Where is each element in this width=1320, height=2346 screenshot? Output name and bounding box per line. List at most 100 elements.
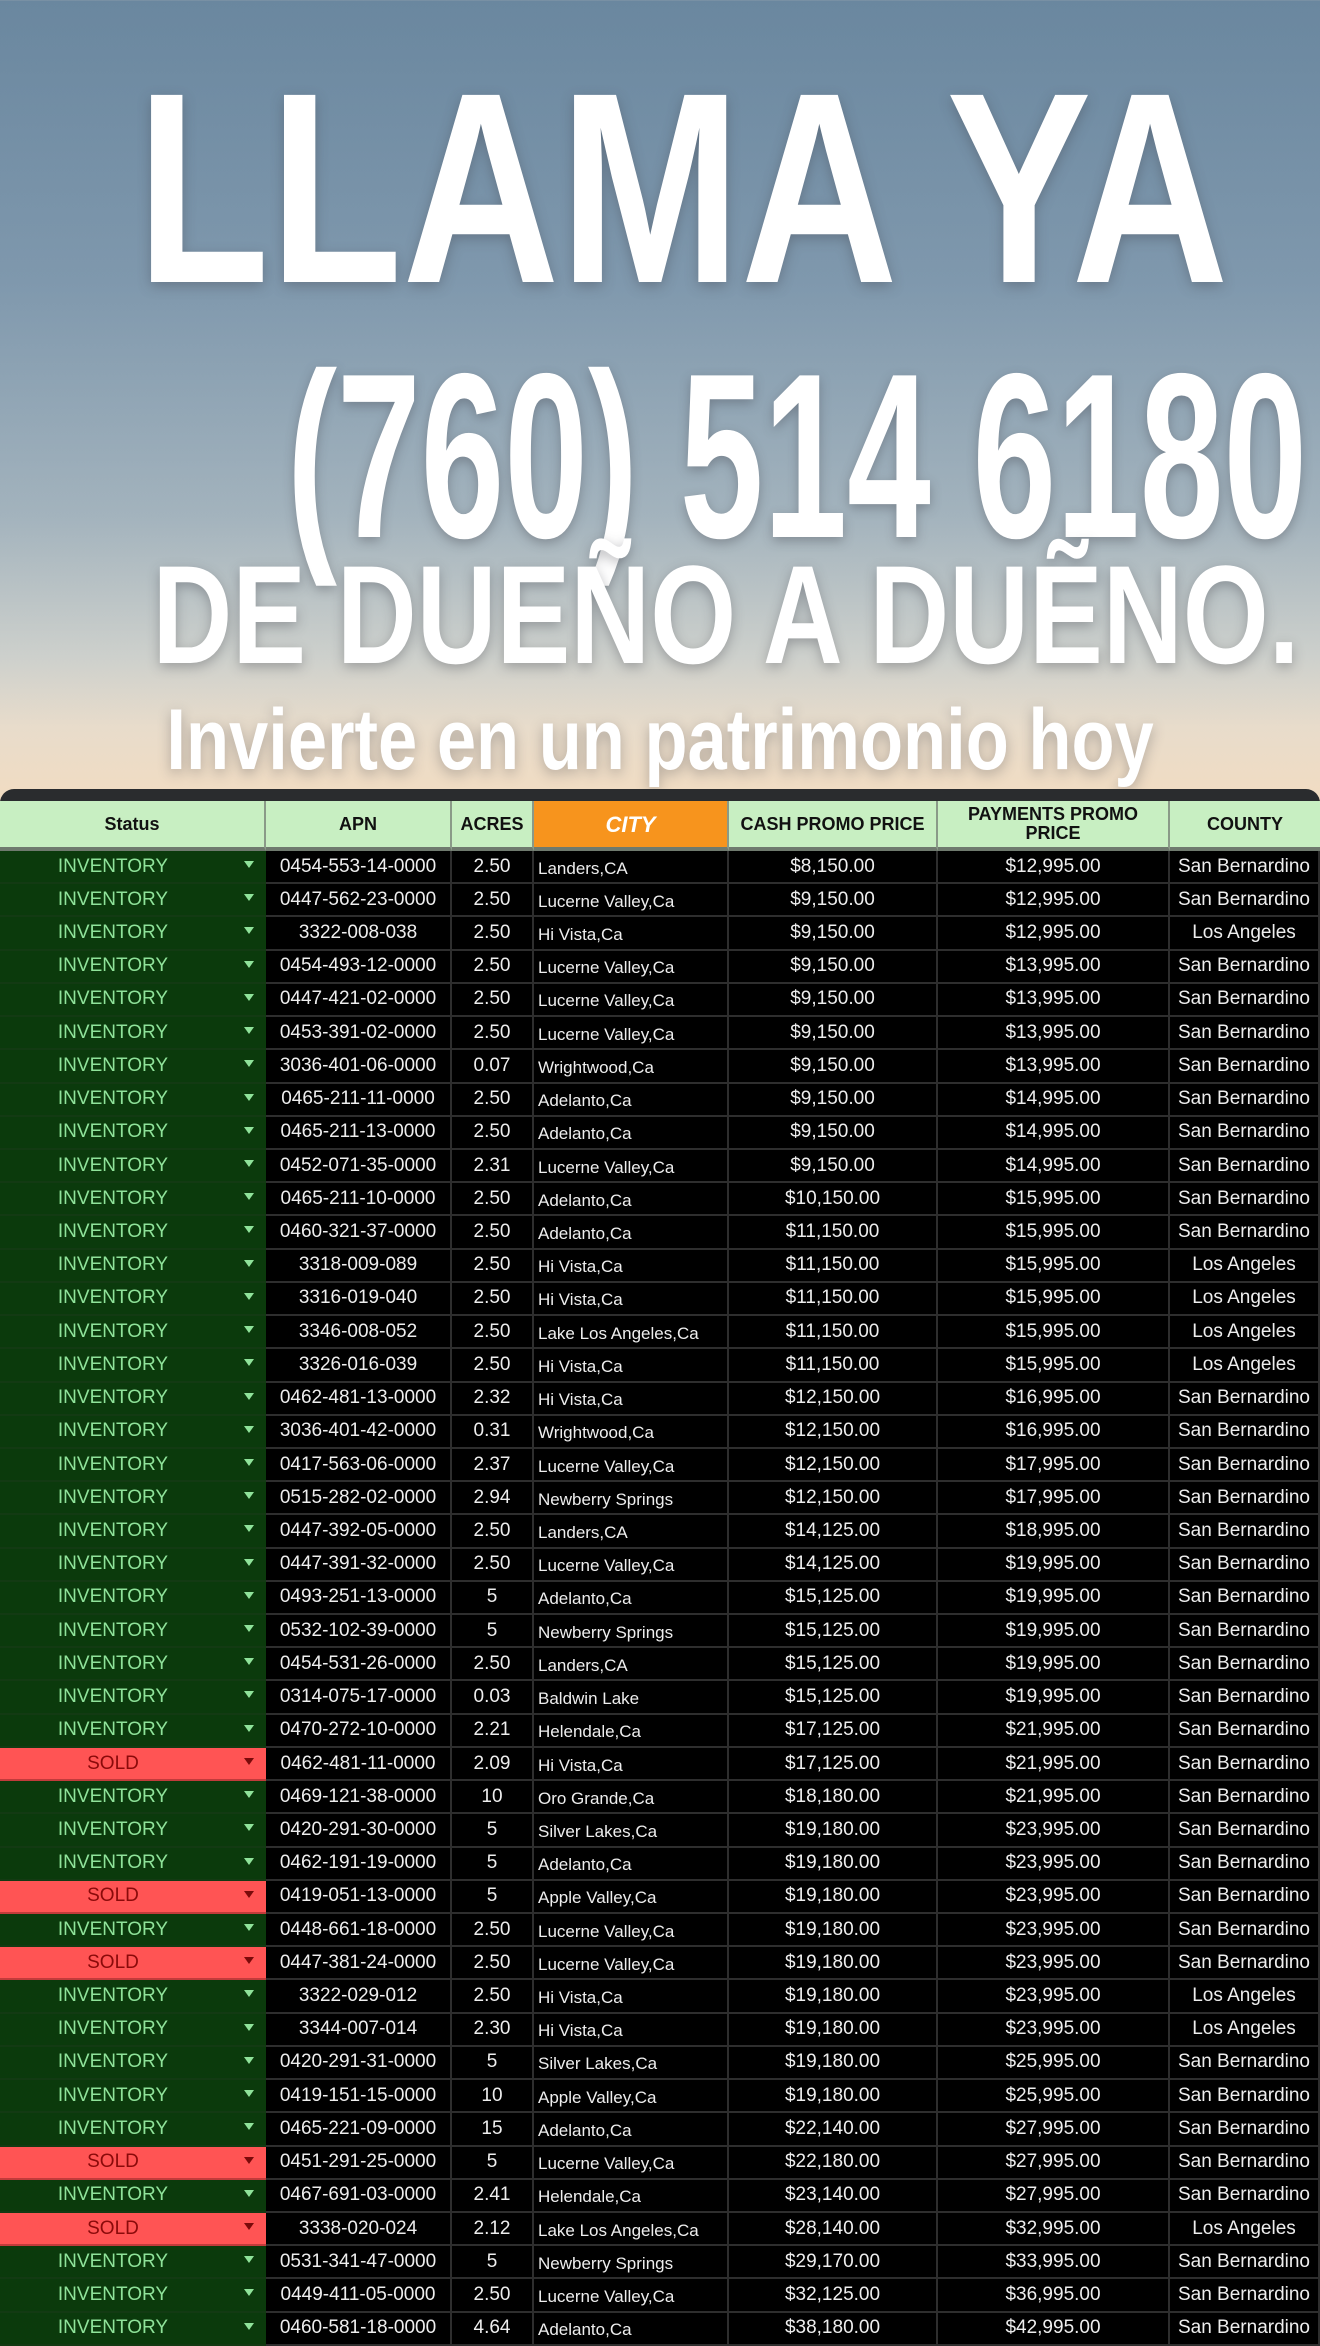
dropdown-caret-icon[interactable] (244, 1525, 254, 1533)
cell-status[interactable]: INVENTORY (0, 2013, 266, 2047)
dropdown-caret-icon[interactable] (244, 2090, 254, 2098)
cell-status[interactable]: INVENTORY (0, 884, 266, 918)
dropdown-caret-icon[interactable] (244, 894, 254, 902)
cell-status[interactable]: INVENTORY (0, 1515, 266, 1549)
dropdown-caret-icon[interactable] (244, 2189, 254, 2197)
dropdown-caret-icon[interactable] (244, 2056, 254, 2064)
cell-status[interactable]: INVENTORY (0, 1781, 266, 1815)
dropdown-caret-icon[interactable] (244, 1691, 254, 1699)
dropdown-caret-icon[interactable] (244, 1857, 254, 1865)
cell-status[interactable]: INVENTORY (0, 1914, 266, 1948)
cell-status[interactable]: INVENTORY (0, 1216, 266, 1250)
city-value: Wrightwood,Ca (538, 1423, 654, 1443)
dropdown-caret-icon[interactable] (244, 1292, 254, 1300)
cell-status[interactable]: INVENTORY (0, 1116, 266, 1150)
cell-cash-price: $32,125.00 (729, 2279, 938, 2313)
cell-status[interactable]: INVENTORY (0, 1316, 266, 1350)
dropdown-caret-icon[interactable] (244, 2322, 254, 2330)
cell-status[interactable]: INVENTORY (0, 1980, 266, 2014)
cell-status[interactable]: INVENTORY (0, 1581, 266, 1616)
cell-status[interactable]: INVENTORY (0, 1083, 266, 1117)
dropdown-caret-icon[interactable] (244, 2023, 254, 2031)
cell-status[interactable]: INVENTORY (0, 2113, 266, 2147)
header-apn[interactable]: APN (266, 801, 452, 851)
cell-status[interactable]: SOLD (0, 2212, 266, 2247)
cell-status[interactable]: SOLD (0, 1947, 266, 1981)
dropdown-caret-icon[interactable] (244, 960, 254, 968)
dropdown-caret-icon[interactable] (244, 1392, 254, 1400)
cell-status[interactable]: INVENTORY (0, 2246, 266, 2280)
dropdown-caret-icon[interactable] (244, 1924, 254, 1931)
cell-status[interactable]: INVENTORY (0, 1548, 266, 1582)
cell-status[interactable]: INVENTORY (0, 2279, 266, 2313)
cell-status[interactable]: INVENTORY (0, 2312, 266, 2346)
dropdown-caret-icon[interactable] (244, 1990, 254, 1998)
cell-status[interactable]: INVENTORY (0, 1648, 266, 1682)
dropdown-caret-icon[interactable] (244, 1724, 254, 1732)
header-status[interactable]: Status (0, 801, 266, 851)
dropdown-caret-icon[interactable] (244, 1259, 254, 1267)
dropdown-caret-icon[interactable] (244, 1126, 254, 1134)
dropdown-caret-icon[interactable] (244, 1060, 254, 1068)
dropdown-caret-icon[interactable] (244, 861, 254, 868)
cell-status[interactable]: INVENTORY (0, 2080, 266, 2114)
dropdown-caret-icon[interactable] (244, 1326, 254, 1334)
cell-status[interactable]: INVENTORY (0, 2046, 266, 2081)
cell-status[interactable]: INVENTORY (0, 1714, 266, 1748)
cell-status[interactable]: INVENTORY (0, 2179, 266, 2213)
dropdown-caret-icon[interactable] (244, 1159, 254, 1167)
cell-status[interactable]: INVENTORY (0, 1050, 266, 1084)
dropdown-caret-icon[interactable] (244, 1359, 254, 1367)
dropdown-caret-icon[interactable] (244, 1193, 254, 1201)
status-value: INVENTORY (57, 988, 169, 1010)
header-payments-price[interactable]: PAYMENTS PROMO PRICE (938, 801, 1170, 851)
cell-status[interactable]: INVENTORY (0, 1249, 266, 1283)
header-county[interactable]: COUNTY (1170, 801, 1320, 851)
dropdown-caret-icon[interactable] (244, 1757, 254, 1765)
cell-status[interactable]: INVENTORY (0, 1415, 266, 1449)
cell-status[interactable]: INVENTORY (0, 1282, 266, 1317)
cell-status[interactable]: INVENTORY (0, 1448, 266, 1483)
dropdown-caret-icon[interactable] (244, 1957, 254, 1965)
cell-status[interactable]: INVENTORY (0, 1149, 266, 1184)
cell-status[interactable]: SOLD (0, 1747, 266, 1782)
dropdown-caret-icon[interactable] (244, 1824, 254, 1832)
dropdown-caret-icon[interactable] (244, 1558, 254, 1566)
header-cash-price[interactable]: CASH PROMO PRICE (729, 801, 938, 851)
cell-status[interactable]: INVENTORY (0, 1382, 266, 1416)
cell-status[interactable]: INVENTORY (0, 983, 266, 1018)
header-acres[interactable]: ACRES (452, 801, 534, 851)
header-city[interactable]: CITY (534, 801, 729, 851)
dropdown-caret-icon[interactable] (244, 2256, 254, 2264)
cell-status[interactable]: INVENTORY (0, 1615, 266, 1649)
cell-status[interactable]: INVENTORY (0, 950, 266, 984)
dropdown-caret-icon[interactable] (244, 993, 254, 1001)
dropdown-caret-icon[interactable] (244, 2222, 254, 2230)
dropdown-caret-icon[interactable] (244, 1492, 254, 1500)
dropdown-caret-icon[interactable] (244, 1425, 254, 1433)
cell-status[interactable]: INVENTORY (0, 1814, 266, 1848)
cell-status[interactable]: SOLD (0, 1880, 266, 1914)
dropdown-caret-icon[interactable] (244, 2156, 254, 2164)
dropdown-caret-icon[interactable] (244, 2123, 254, 2131)
cell-status[interactable]: INVENTORY (0, 917, 266, 951)
dropdown-caret-icon[interactable] (244, 1093, 254, 1101)
dropdown-caret-icon[interactable] (244, 1890, 254, 1898)
dropdown-caret-icon[interactable] (244, 1791, 254, 1799)
cell-status[interactable]: INVENTORY (0, 1681, 266, 1715)
cell-status[interactable]: INVENTORY (0, 1482, 266, 1516)
dropdown-caret-icon[interactable] (244, 1458, 254, 1466)
dropdown-caret-icon[interactable] (244, 927, 254, 935)
dropdown-caret-icon[interactable] (244, 1027, 254, 1035)
dropdown-caret-icon[interactable] (244, 1226, 254, 1234)
cell-status[interactable]: SOLD (0, 2146, 266, 2180)
cell-status[interactable]: INVENTORY (0, 1017, 266, 1051)
dropdown-caret-icon[interactable] (244, 1658, 254, 1666)
cell-status[interactable]: INVENTORY (0, 1847, 266, 1881)
dropdown-caret-icon[interactable] (244, 1591, 254, 1599)
dropdown-caret-icon[interactable] (244, 1625, 254, 1633)
cell-status[interactable]: INVENTORY (0, 1349, 266, 1383)
cell-status[interactable]: INVENTORY (0, 851, 266, 885)
cell-status[interactable]: INVENTORY (0, 1183, 266, 1217)
dropdown-caret-icon[interactable] (244, 2289, 254, 2297)
